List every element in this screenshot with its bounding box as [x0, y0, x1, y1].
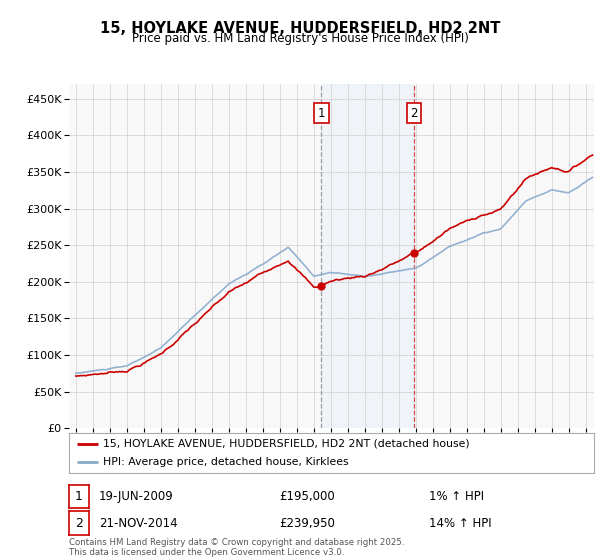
Text: 2: 2	[410, 107, 418, 120]
Text: 1: 1	[75, 490, 83, 503]
Text: 1: 1	[318, 107, 325, 120]
Text: 1% ↑ HPI: 1% ↑ HPI	[429, 490, 484, 503]
Text: 19-JUN-2009: 19-JUN-2009	[99, 490, 174, 503]
Text: 15, HOYLAKE AVENUE, HUDDERSFIELD, HD2 2NT (detached house): 15, HOYLAKE AVENUE, HUDDERSFIELD, HD2 2N…	[103, 439, 470, 449]
Text: HPI: Average price, detached house, Kirklees: HPI: Average price, detached house, Kirk…	[103, 458, 349, 467]
Text: £195,000: £195,000	[279, 490, 335, 503]
Text: £239,950: £239,950	[279, 516, 335, 530]
Text: 15, HOYLAKE AVENUE, HUDDERSFIELD, HD2 2NT: 15, HOYLAKE AVENUE, HUDDERSFIELD, HD2 2N…	[100, 21, 500, 36]
Bar	[322, 84, 414, 428]
Text: 14% ↑ HPI: 14% ↑ HPI	[429, 516, 491, 530]
Text: 2: 2	[75, 516, 83, 530]
Text: Price paid vs. HM Land Registry's House Price Index (HPI): Price paid vs. HM Land Registry's House …	[131, 32, 469, 45]
Text: Contains HM Land Registry data © Crown copyright and database right 2025.
This d: Contains HM Land Registry data © Crown c…	[69, 538, 404, 557]
Text: 21-NOV-2014: 21-NOV-2014	[99, 516, 178, 530]
